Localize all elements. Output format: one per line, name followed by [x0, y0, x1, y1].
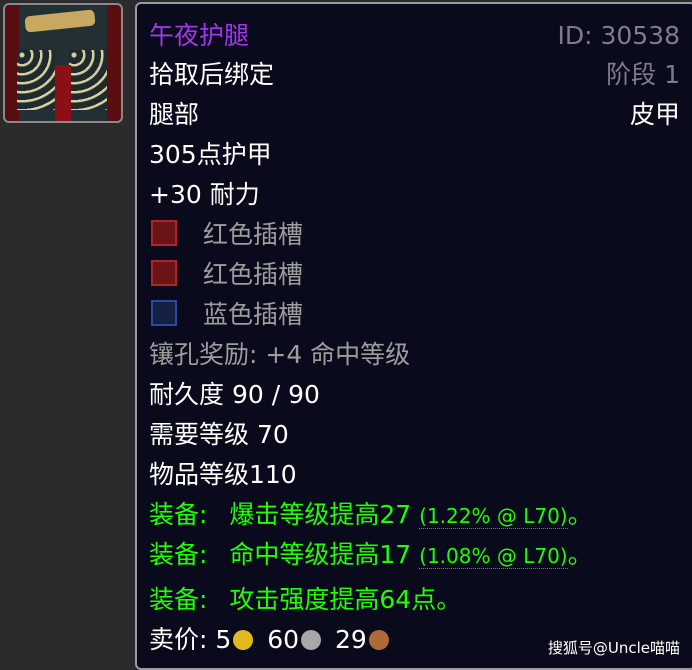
armor-type: 皮甲: [629, 100, 680, 129]
slot: 腿部 皮甲: [149, 95, 680, 135]
blue-socket-icon: [151, 300, 177, 326]
red-socket-icon: [151, 220, 177, 246]
item-id: ID: 30538: [557, 21, 680, 50]
socket-blue: 蓝色插槽: [149, 295, 680, 335]
equip-effect: 装备: 攻击强度提高64点。: [149, 585, 462, 614]
red-socket-icon: [151, 260, 177, 286]
phase: 阶段 1: [606, 60, 680, 89]
item-icon-leggings: [3, 3, 123, 123]
item-tooltip: 午夜护腿 ID: 30538 拾取后绑定 阶段 1 腿部 皮甲 305点护甲 +30 …: [135, 2, 692, 670]
required-level: 需要等级 70: [149, 420, 289, 449]
watermark: 搜狐号@Uncle喵喵: [547, 639, 680, 657]
item-level: 物品等级110: [149, 460, 297, 489]
socket-bonus: 镶孔奖励: +4 命中等级: [149, 340, 411, 369]
copper-coin-icon: [368, 630, 389, 650]
sell-price: 卖价: 5 60 29: [149, 620, 680, 660]
binding: 拾取后绑定 阶段 1: [149, 55, 680, 95]
stamina: +30 耐力: [149, 180, 260, 209]
socket-red: 红色插槽: [149, 215, 680, 255]
equip-effect: 装备: 命中等级提高17 (1.08% @ L70)。: [149, 540, 593, 569]
durability: 耐久度 90 / 90: [149, 380, 320, 409]
silver-coin-icon: [301, 630, 322, 650]
socket-red: 红色插槽: [149, 255, 680, 295]
item-name: 午夜护腿 ID: 30538: [149, 16, 680, 56]
gold-coin-icon: [233, 630, 254, 650]
armor: 305点护甲: [149, 140, 272, 169]
equip-effect: 装备: 爆击等级提高27 (1.22% @ L70)。: [149, 500, 593, 529]
